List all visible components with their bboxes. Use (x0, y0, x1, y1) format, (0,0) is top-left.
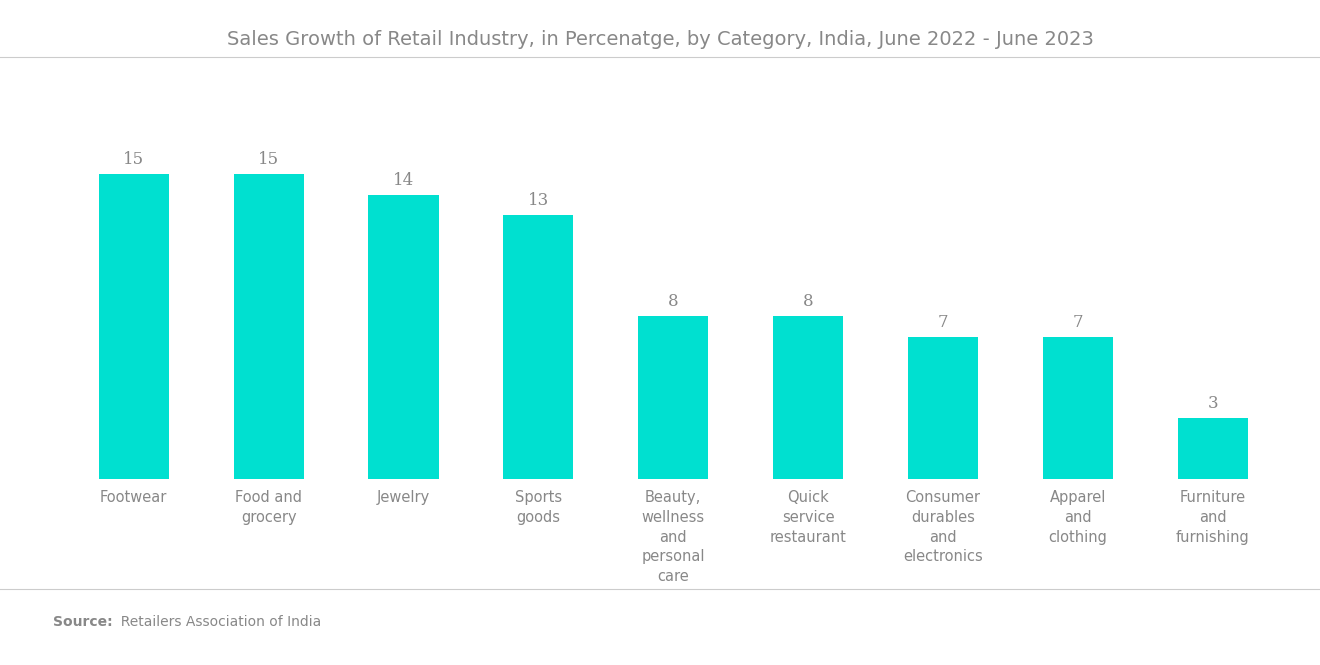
Bar (234, 174, 304, 479)
Text: 15: 15 (123, 151, 144, 168)
Bar (1043, 336, 1113, 479)
Bar (99, 174, 169, 479)
Text: 7: 7 (937, 314, 948, 331)
Text: 3: 3 (1208, 395, 1218, 412)
Bar (503, 215, 573, 479)
Text: 8: 8 (803, 293, 813, 311)
Bar (908, 336, 978, 479)
Text: 13: 13 (528, 192, 549, 209)
Text: 14: 14 (393, 172, 414, 188)
Bar (638, 317, 709, 479)
Bar (368, 195, 438, 479)
Bar (1177, 418, 1247, 479)
Text: 7: 7 (1072, 314, 1084, 331)
Text: Retailers Association of India: Retailers Association of India (112, 614, 322, 629)
Text: Sales Growth of Retail Industry, in Percenatge, by Category, India, June 2022 - : Sales Growth of Retail Industry, in Perc… (227, 30, 1093, 49)
Bar (774, 317, 843, 479)
Text: Source:: Source: (53, 614, 112, 629)
Text: 15: 15 (257, 151, 279, 168)
Text: 8: 8 (668, 293, 678, 311)
